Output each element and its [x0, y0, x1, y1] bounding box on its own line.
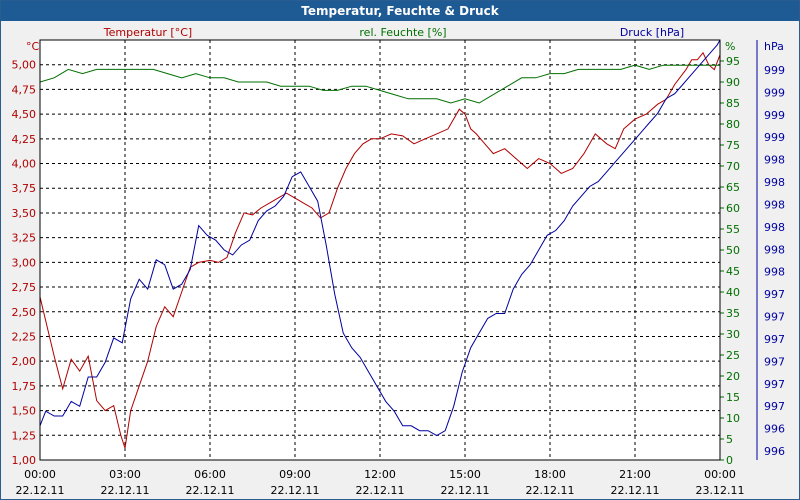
- x-tick-time: 00:00: [704, 468, 736, 481]
- pressure-unit-label: hPa: [764, 40, 784, 53]
- humidity-tick-label: 40: [726, 286, 740, 299]
- x-tick-date: 22.12.11: [101, 484, 150, 497]
- humidity-series-line: [39, 64, 720, 104]
- pressure-tick-label: 997: [764, 333, 785, 346]
- humidity-tick-label: 75: [726, 139, 740, 152]
- temperature-tick-label: 4,25: [12, 133, 37, 146]
- humidity-tick-label: 25: [726, 349, 740, 362]
- temperature-tick-label: 4,50: [12, 108, 37, 121]
- temperature-tick-label: 4,00: [12, 158, 37, 171]
- humidity-tick-label: 0: [726, 454, 733, 467]
- chart-title: Temperatur, Feuchte & Druck: [1, 1, 799, 21]
- humidity-tick-label: 80: [726, 118, 740, 131]
- temperature-tick-label: 3,25: [12, 232, 37, 245]
- temperature-tick-label: 3,75: [12, 182, 37, 195]
- x-tick-date: 22.12.11: [441, 484, 490, 497]
- pressure-tick-label: 997: [764, 288, 785, 301]
- pressure-tick-label: 998: [764, 221, 785, 234]
- pressure-tick-label: 996: [764, 423, 785, 436]
- pressure-tick-label: 999: [764, 131, 785, 144]
- pressure-series-line: [39, 39, 721, 437]
- pressure-header: Druck [hPa]: [620, 26, 684, 39]
- temperature-tick-label: 2,00: [12, 355, 37, 368]
- temperature-tick-label: 2,50: [12, 306, 37, 319]
- plot-border: [39, 39, 721, 461]
- x-tick-time: 06:00: [194, 468, 226, 481]
- humidity-tick-label: 85: [726, 97, 740, 110]
- x-tick-time: 18:00: [534, 468, 566, 481]
- pressure-tick-label: 996: [764, 445, 785, 458]
- temperature-unit-label: °C: [26, 40, 40, 53]
- pressure-tick-label: 998: [764, 154, 785, 167]
- temperature-tick-label: 5,00: [12, 59, 37, 72]
- temperature-header: Temperatur [°C]: [103, 26, 192, 39]
- temperature-tick-label: 1,25: [12, 429, 37, 442]
- x-tick-time: 12:00: [364, 468, 396, 481]
- temperature-tick-label: 4,75: [12, 83, 37, 96]
- pressure-tick-label: 997: [764, 378, 785, 391]
- temperature-tick-label: 1,50: [12, 405, 37, 418]
- temperature-axis: 1,00 1,25 1,50 1,75 2,00 2,25 2,50 2,75 3,00 3,25…: [12, 59, 37, 467]
- humidity-tick-label: 90: [726, 76, 740, 89]
- x-tick-time: 00:00: [24, 468, 56, 481]
- temperature-tick-label: 2,75: [12, 281, 37, 294]
- x-tick-time: 15:00: [449, 468, 481, 481]
- pressure-tick-label: 998: [764, 243, 785, 256]
- humidity-tick-label: 45: [726, 265, 740, 278]
- pressure-tick-label: 997: [764, 311, 785, 324]
- pressure-tick-label: 998: [764, 266, 785, 279]
- pressure-tick-label: 999: [764, 109, 785, 122]
- pressure-tick-label: 998: [764, 198, 785, 211]
- humidity-tick-label: 60: [726, 202, 740, 215]
- x-tick-time: 03:00: [109, 468, 141, 481]
- humidity-tick-label: 5: [726, 433, 733, 446]
- x-tick-date: 23.12.11: [696, 484, 745, 497]
- pressure-tick-label: 999: [764, 86, 785, 99]
- temperature-series-line: [39, 51, 721, 449]
- pressure-tick-label: 998: [764, 176, 785, 189]
- temperature-tick-label: 3,00: [12, 256, 37, 269]
- x-tick-date: 22.12.11: [356, 484, 405, 497]
- time-axis: 00:00 22.12.11 03:00 22.12.11 06:00 22.12.11 0…: [16, 468, 745, 497]
- x-tick-date: 22.12.11: [186, 484, 235, 497]
- temperature-tick-label: 3,50: [12, 207, 37, 220]
- x-tick-date: 22.12.11: [16, 484, 65, 497]
- humidity-tick-label: 50: [726, 244, 740, 257]
- temperature-tick-label: 1,00: [12, 454, 37, 467]
- pressure-tick-label: 999: [764, 64, 785, 77]
- pressure-axis: 996 996 997 997 997 997 997 997 998 998 998 998 998 9…: [756, 40, 785, 460]
- humidity-tick-label: 95: [726, 55, 740, 68]
- humidity-tick-label: 10: [726, 412, 740, 425]
- humidity-unit-label: %: [725, 40, 735, 53]
- x-tick-time: 09:00: [279, 468, 311, 481]
- x-tick-date: 22.12.11: [611, 484, 660, 497]
- humidity-tick-label: 70: [726, 160, 740, 173]
- x-tick-date: 22.12.11: [526, 484, 575, 497]
- humidity-tick-label: 30: [726, 328, 740, 341]
- x-tick-date: 22.12.11: [271, 484, 320, 497]
- humidity-tick-label: 35: [726, 307, 740, 320]
- temperature-tick-label: 2,25: [12, 330, 37, 343]
- series-lines: [39, 39, 721, 449]
- humidity-header: rel. Feuchte [%]: [359, 26, 446, 39]
- x-tick-time: 21:00: [619, 468, 651, 481]
- humidity-tick-label: 55: [726, 223, 740, 236]
- pressure-tick-label: 997: [764, 355, 785, 368]
- humidity-tick-label: 20: [726, 370, 740, 383]
- pressure-tick-label: 997: [764, 400, 785, 413]
- humidity-tick-label: 15: [726, 391, 740, 404]
- humidity-tick-label: 65: [726, 181, 740, 194]
- temperature-tick-label: 1,75: [12, 380, 37, 393]
- humidity-axis: 0 5 10 15 20 25 30 35 40 45 50 55 60 65 70 75 80 85 90 95: [720, 55, 740, 467]
